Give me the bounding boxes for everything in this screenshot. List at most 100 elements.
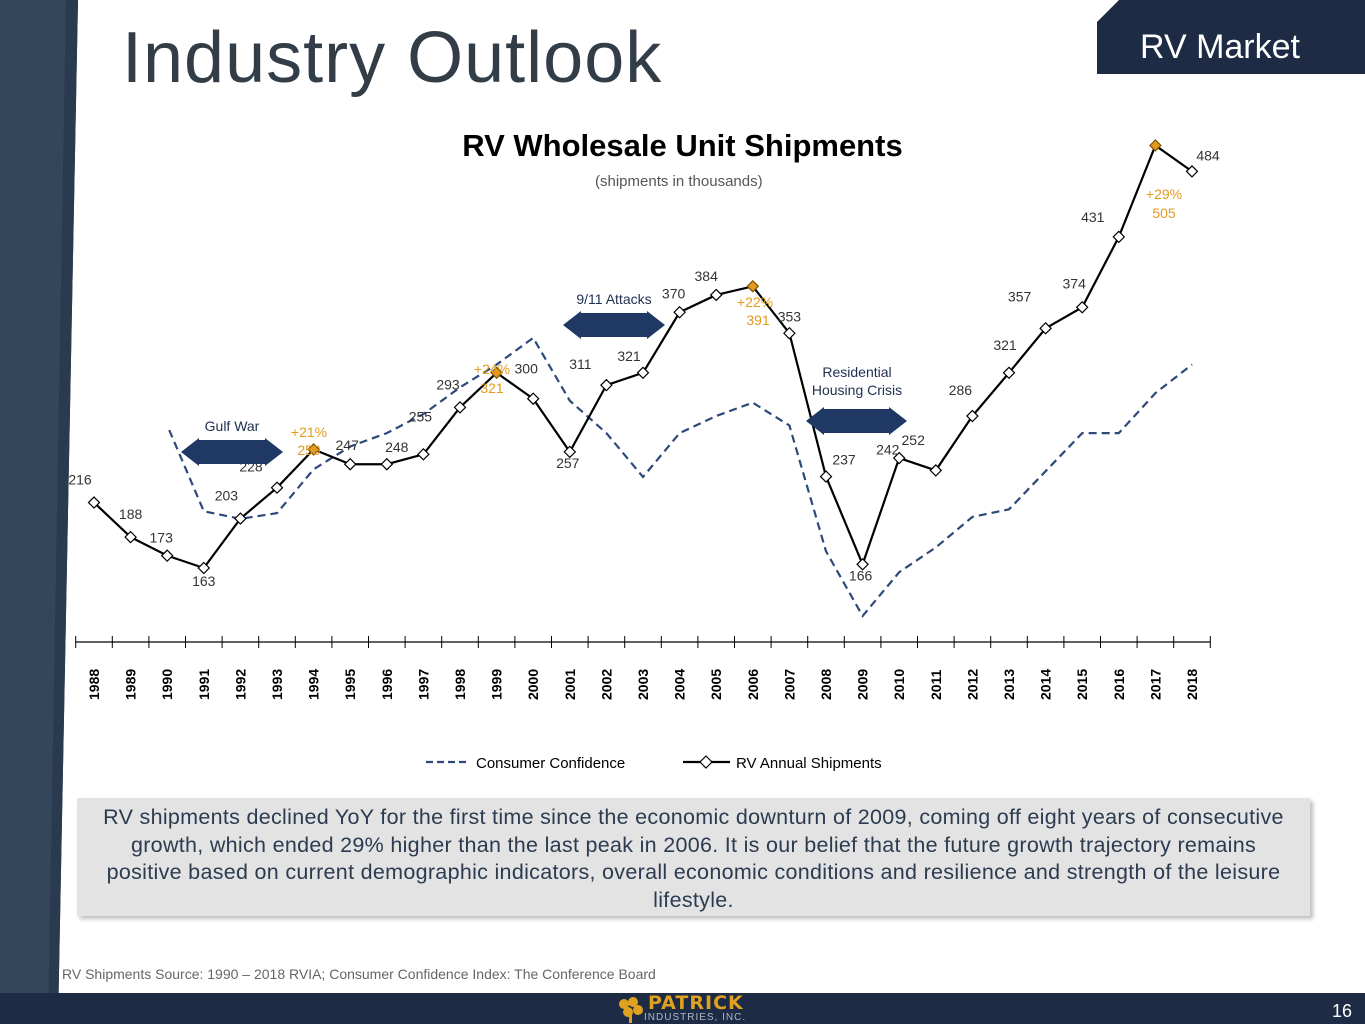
data-point-marker (270, 481, 284, 495)
legend-diamond-icon (699, 755, 713, 769)
highlight-percent-label: +24% (474, 361, 510, 377)
highlight-percent-label: +22% (737, 294, 773, 310)
shipments-chart: 1988 1989 1990 1991 1992 1993 1994 1995 1996 1997… (68, 139, 1220, 772)
x-tick-label: 2004 (672, 669, 688, 700)
9-11-arrow-icon (563, 311, 665, 339)
data-value-label: 300 (515, 361, 539, 377)
data-point-marker (819, 470, 833, 483)
data-value-label: 286 (949, 382, 973, 398)
x-tick-label: 1994 (306, 669, 322, 700)
x-tick-label: 2007 (781, 669, 797, 700)
event-annotation-label: Housing Crisis (812, 382, 902, 398)
data-value-label: 321 (993, 337, 1017, 353)
data-value-label: 216 (68, 472, 92, 488)
x-tick-label: 1989 (123, 669, 139, 700)
data-value-label: 431 (1081, 209, 1105, 225)
data-value-label: 163 (192, 573, 216, 589)
x-tick-label: 2011 (928, 669, 944, 700)
x-tick-label: 2000 (525, 669, 541, 700)
x-tick-label: 2016 (1111, 669, 1127, 700)
housing-crisis-arrow-icon (806, 407, 907, 435)
highlight-value-label: 391 (746, 312, 770, 328)
x-tick-label: 1990 (159, 669, 175, 700)
data-point-marker (526, 392, 540, 406)
gulf-war-arrow-icon (181, 438, 283, 466)
x-tick-label: 2001 (562, 669, 578, 700)
data-point-marker (1075, 300, 1089, 314)
x-tick-label: 2005 (708, 669, 724, 700)
data-value-label: 353 (778, 308, 802, 324)
chart-subtitle: (shipments in thousands) (595, 173, 763, 190)
data-point-marker (453, 401, 467, 414)
x-tick-label: 2003 (635, 669, 651, 700)
event-annotation-label: 9/11 Attacks (576, 291, 651, 307)
data-value-label: 255 (409, 408, 433, 424)
data-value-label: 357 (1008, 288, 1032, 304)
data-value-label: 173 (150, 530, 174, 546)
x-tick-label: 1988 (86, 669, 102, 700)
summary-box: RV shipments declined YoY for the first … (77, 798, 1310, 916)
data-value-label: 247 (336, 437, 360, 453)
x-tick-label: 1996 (379, 669, 395, 700)
data-value-label: 384 (695, 268, 719, 284)
data-value-label: 237 (832, 452, 856, 468)
data-value-label: 252 (902, 432, 926, 448)
data-point-marker (966, 409, 979, 423)
x-tick-label: 2002 (598, 669, 614, 700)
data-point-marker (490, 366, 503, 380)
clover-logo-icon (619, 997, 643, 1023)
x-tick-label: 2012 (964, 669, 980, 700)
legend-label-shipments: RV Annual Shipments (736, 755, 882, 772)
x-tick-label: 2014 (1038, 669, 1054, 700)
page-number: 16 (1332, 1001, 1353, 1021)
data-value-label: 203 (215, 488, 239, 504)
section-tag (1097, 0, 1365, 74)
data-value-label: 374 (1063, 275, 1087, 291)
x-tick-label: 2013 (1001, 669, 1017, 700)
highlight-percent-label: +29% (1146, 186, 1182, 202)
data-point-marker (1039, 321, 1052, 335)
data-point-marker (636, 366, 650, 380)
x-tick-label: 1997 (415, 669, 431, 700)
data-point-marker (892, 451, 906, 465)
data-value-label: 257 (556, 455, 580, 471)
x-tick-label: 2015 (1074, 669, 1090, 700)
data-value-label: 166 (849, 567, 873, 583)
summary-text: RV shipments declined YoY for the first … (103, 805, 1284, 912)
data-point-marker (380, 457, 394, 471)
section-tag-label: RV Market (1140, 28, 1300, 66)
data-point-marker (673, 305, 686, 319)
data-point-marker (600, 378, 613, 392)
consumer-confidence-line (168, 336, 1193, 618)
data-point-marker (563, 445, 577, 459)
footer-bar (0, 993, 1365, 1024)
data-point-marker (417, 447, 430, 461)
x-tick-label: 2010 (891, 669, 907, 700)
event-annotation-label: Residential (822, 364, 891, 380)
data-point-marker (1002, 366, 1016, 380)
x-tick-label: 1993 (269, 669, 285, 700)
data-value-label: 321 (617, 348, 641, 364)
legend-label-confidence: Consumer Confidence (476, 755, 625, 772)
data-point-marker (929, 464, 943, 477)
rv-shipments-line (93, 143, 1193, 570)
event-annotation-label: Gulf War (205, 418, 260, 434)
data-point-marker (160, 549, 174, 562)
x-tick-label: 2018 (1184, 669, 1200, 700)
x-tick-label: 1995 (342, 669, 358, 700)
highlight-value-label: 259 (297, 442, 321, 458)
x-tick-label: 1992 (232, 669, 248, 700)
x-tick-label: 1991 (196, 669, 212, 700)
x-tick-label: 2006 (745, 669, 761, 700)
data-point-marker (1149, 139, 1162, 152)
data-value-label: 484 (1196, 147, 1220, 163)
data-point-marker (1112, 230, 1126, 244)
data-value-label: 248 (385, 439, 409, 455)
data-point-marker (234, 512, 247, 525)
data-value-label: 293 (436, 376, 460, 392)
logo-wordmark: PATRICK (648, 992, 744, 1014)
x-tick-label: 2009 (855, 669, 871, 700)
chart-title: RV Wholesale Unit Shipments (462, 128, 903, 163)
side-accent-bar (0, 0, 78, 1024)
data-point-marker (746, 279, 760, 293)
